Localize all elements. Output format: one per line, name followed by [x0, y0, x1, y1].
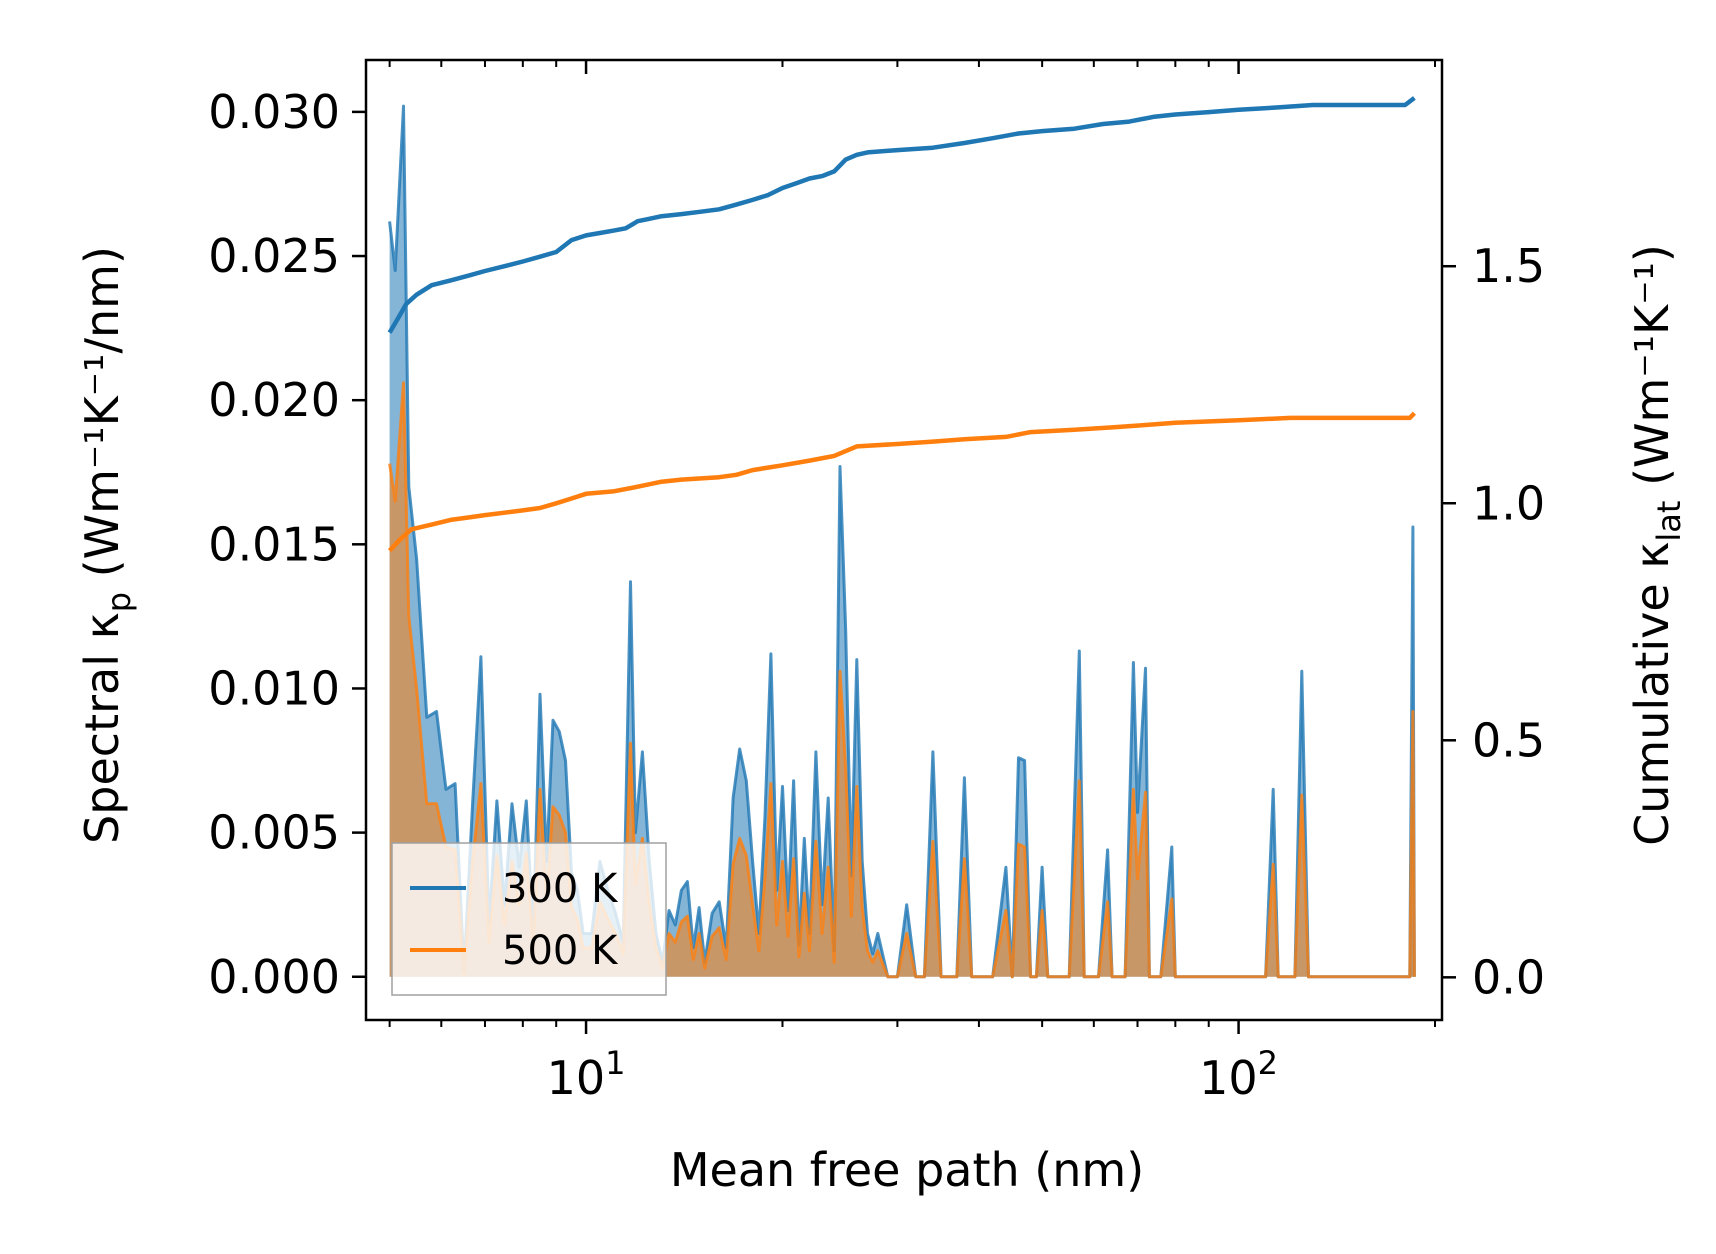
axes-layer	[352, 58, 1456, 1034]
x-tick-label: 102	[1199, 1044, 1278, 1105]
left-y-tick-label: 0.020	[208, 373, 340, 427]
right-y-axis-title-main: Cumulative κ	[1625, 542, 1679, 846]
right-y-axis-title: Cumulative κlat (Wm⁻¹K⁻¹)	[1625, 244, 1688, 846]
right-y-axis-title-sub: lat	[1650, 501, 1688, 542]
left-y-axis-title: Spectral κp (Wm⁻¹K⁻¹/nm)	[75, 246, 138, 844]
legend: 300 K 500 K	[391, 842, 667, 996]
spectral-line-500k	[388, 381, 1416, 979]
left-y-tick-label: 0.015	[208, 517, 340, 571]
legend-label-500k: 500 K	[502, 928, 619, 974]
left-y-axis-title-sub: p	[100, 592, 138, 612]
cumulative-line-500k	[387, 411, 1417, 553]
right-y-tick-label: 0.5	[1472, 713, 1545, 767]
tick-label-layer: 0.000 0.005 0.010 0.015 0.020 0.025 0.030 0.0 0.…	[208, 85, 1545, 1105]
left-y-tick-label: 0.030	[208, 85, 340, 139]
x-tick-label-exponent: 2	[1258, 1044, 1278, 1082]
right-y-tick-label: 1.5	[1472, 239, 1545, 293]
left-y-tick-label: 0.025	[208, 229, 340, 283]
left-y-tick-label: 0.005	[208, 806, 340, 860]
x-tick-label-base: 10	[1199, 1051, 1258, 1105]
line-layer	[387, 96, 1417, 979]
right-y-axis-title-unit: (Wm⁻¹K⁻¹)	[1625, 244, 1679, 500]
left-y-axis-title-main: Spectral κ	[75, 612, 129, 844]
cumulative-line-300k	[387, 96, 1416, 334]
x-axis-title: Mean free path (nm)	[670, 1143, 1144, 1197]
plot-frame	[364, 58, 1444, 1022]
right-y-tick-label: 0.0	[1472, 950, 1545, 1004]
left-y-tick-label: 0.010	[208, 661, 340, 715]
right-y-tick-label: 1.0	[1472, 476, 1545, 530]
x-tick-label: 101	[547, 1044, 626, 1105]
left-y-axis-title-unit: (Wm⁻¹K⁻¹/nm)	[75, 246, 129, 592]
legend-label-300k: 300 K	[502, 866, 619, 912]
left-y-tick-label: 0.000	[208, 950, 340, 1004]
x-tick-label-exponent: 1	[605, 1044, 625, 1082]
x-tick-label-base: 10	[547, 1051, 606, 1105]
legend-box	[391, 842, 667, 996]
